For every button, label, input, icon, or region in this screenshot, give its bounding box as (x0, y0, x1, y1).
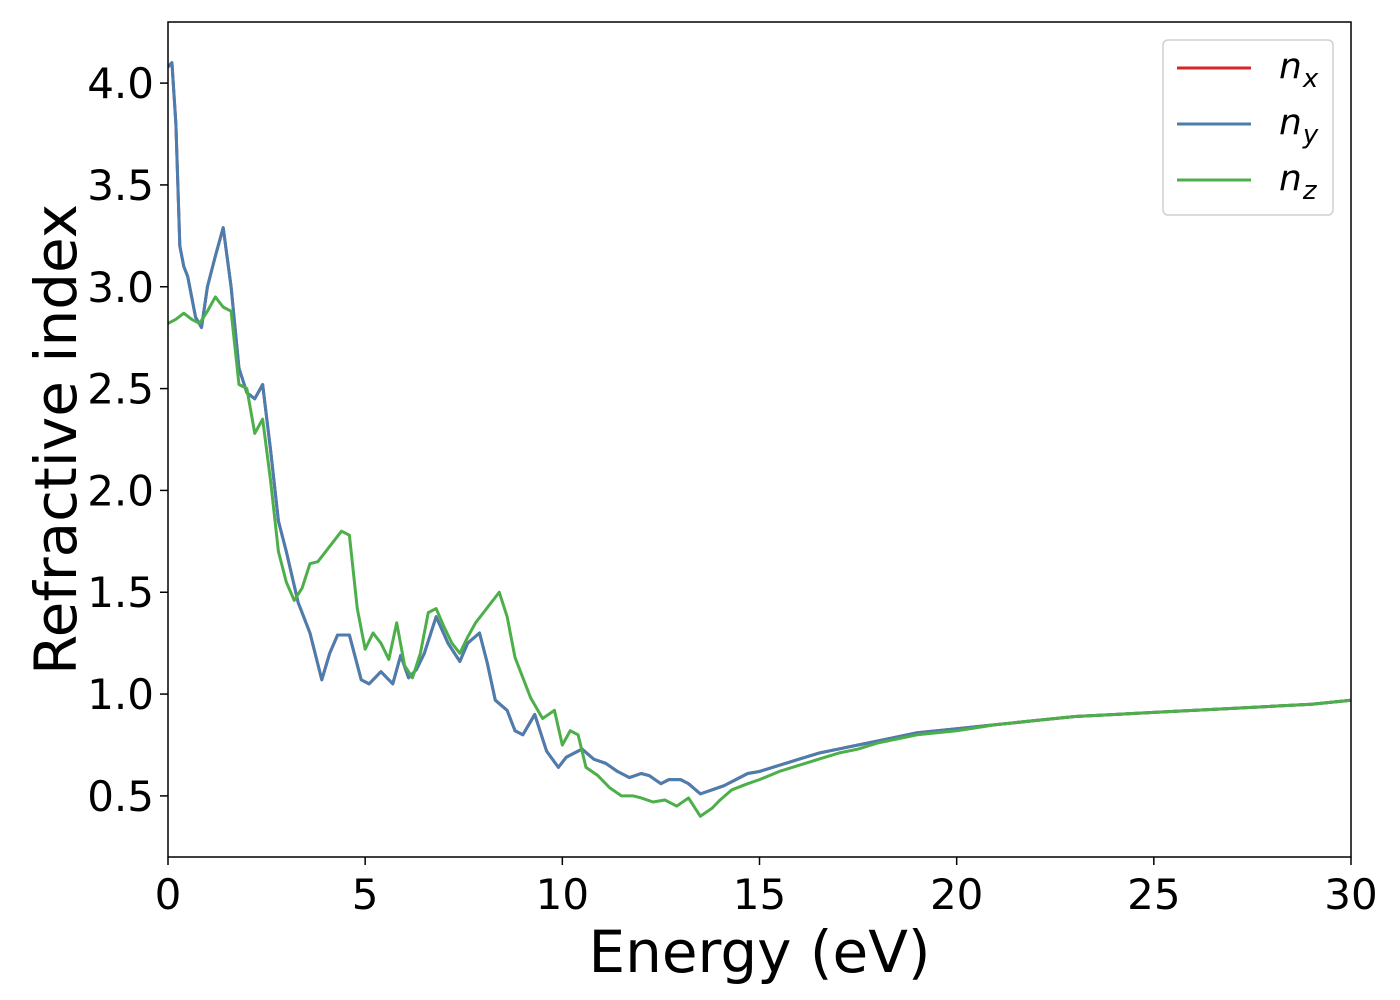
ticks-layer: 0 5 10 15 20 25 30 0.5 1.0 1.5 2.0 2.5 3.0 3.5 4.0 (87, 59, 1378, 919)
legend: nx ny nz (1162, 39, 1334, 216)
legend-box (1162, 39, 1334, 216)
x-tick-label: 5 (352, 870, 379, 919)
legend-label-x: nx (1279, 46, 1319, 94)
x-axis-label: Energy (eV) (588, 918, 930, 986)
y-tick-label: 2.0 (87, 466, 154, 515)
series-layer (168, 61, 1351, 818)
legend-label-y: ny (1279, 102, 1319, 150)
x-tick-label: 0 (155, 870, 182, 919)
y-tick-label: 2.5 (87, 365, 154, 414)
y-axis-label: Refractive index (22, 204, 90, 675)
x-tick-label: 20 (930, 870, 983, 919)
x-tick-label: 30 (1324, 870, 1377, 919)
legend-label-z: nz (1279, 158, 1318, 206)
y-tick-label: 3.5 (87, 161, 154, 210)
y-tick-label: 0.5 (87, 772, 154, 821)
y-tick-label: 4.0 (87, 59, 154, 108)
x-tick-label: 15 (733, 870, 786, 919)
y-tick-label: 3.0 (87, 263, 154, 312)
y-tick-label: 1.5 (87, 568, 154, 617)
series-line-z (168, 295, 1351, 818)
y-tick-label: 1.0 (87, 670, 154, 719)
x-tick-label: 25 (1127, 870, 1180, 919)
series-line-y (168, 61, 1351, 796)
x-tick-label: 10 (536, 870, 589, 919)
